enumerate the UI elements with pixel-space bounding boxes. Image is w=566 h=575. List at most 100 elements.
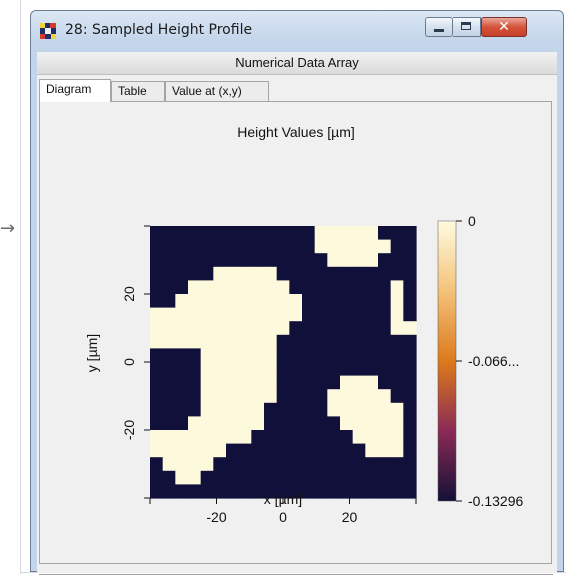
heatmap-cell xyxy=(365,430,379,445)
heatmap-cell xyxy=(200,484,214,499)
heatmap-cell xyxy=(175,266,189,281)
y-tick-label: -20 xyxy=(121,420,137,440)
heatmap-cell xyxy=(289,253,303,268)
maximize-icon xyxy=(461,22,471,30)
heatmap-cell xyxy=(264,430,278,445)
heatmap-cell xyxy=(276,253,290,268)
heatmap-cell xyxy=(175,389,189,404)
tab-diagram[interactable]: Diagram xyxy=(39,79,111,102)
window-title: 28: Sampled Height Profile xyxy=(65,22,253,38)
heatmap-cell xyxy=(302,321,316,336)
height-map-chart[interactable]: Height Values [µm] -20 0 20 20 0 -20 x [µm] y… xyxy=(40,102,551,563)
heatmap-cell xyxy=(352,457,366,472)
heatmap-cell xyxy=(352,362,366,377)
tab-diagram-label: Diagram xyxy=(46,82,92,96)
title-bar[interactable]: 28: Sampled Height Profile ✕ xyxy=(31,11,563,43)
heatmap-cell xyxy=(327,253,341,268)
heatmap-cell xyxy=(378,430,392,445)
heatmap-cell xyxy=(238,280,252,295)
heatmap-cell xyxy=(226,321,240,336)
heatmap-cell xyxy=(162,457,176,472)
heatmap-cell xyxy=(276,348,290,363)
heatmap-cell xyxy=(264,443,278,458)
heatmap-cell xyxy=(289,484,303,499)
close-icon: ✕ xyxy=(498,19,510,35)
heatmap-cell xyxy=(340,443,354,458)
tab-value-at-xy[interactable]: Value at (x,y) xyxy=(165,81,269,101)
heatmap-cell xyxy=(150,430,164,445)
heatmap-cell xyxy=(302,430,316,445)
heatmap-cell xyxy=(352,348,366,363)
heatmap-cell xyxy=(340,402,354,417)
heatmap-cell xyxy=(213,484,227,499)
heatmap-cell xyxy=(327,280,341,295)
heatmap-cell xyxy=(352,321,366,336)
heatmap-cell xyxy=(390,470,404,485)
heatmap-cell xyxy=(162,375,176,390)
heatmap-cell xyxy=(264,253,278,268)
minimize-button[interactable] xyxy=(425,17,453,37)
heatmap-cell xyxy=(264,321,278,336)
heatmap-cell xyxy=(226,470,240,485)
heatmap-cell xyxy=(213,362,227,377)
heatmap-cell xyxy=(200,253,214,268)
heatmap-cell xyxy=(238,239,252,254)
heatmap-cell xyxy=(251,389,265,404)
heatmap-cell xyxy=(289,416,303,431)
heatmap-cell xyxy=(175,348,189,363)
tab-table[interactable]: Table xyxy=(111,81,165,101)
heatmap-cell xyxy=(200,457,214,472)
heatmap-cell xyxy=(200,470,214,485)
heatmap-cell xyxy=(200,321,214,336)
heatmap-cell xyxy=(302,375,316,390)
heatmap-cell xyxy=(226,430,240,445)
heatmap-cell xyxy=(289,430,303,445)
heatmap-cell xyxy=(226,375,240,390)
heatmap-cell xyxy=(340,334,354,349)
heatmap-cell xyxy=(264,457,278,472)
heatmap-cell xyxy=(150,266,164,281)
heatmap-cell xyxy=(238,253,252,268)
heatmap-cell xyxy=(188,239,202,254)
heatmap-cell xyxy=(264,307,278,322)
heatmap-cell xyxy=(340,389,354,404)
heatmap-cell xyxy=(378,348,392,363)
maximize-button[interactable] xyxy=(453,17,481,37)
heatmap-cell xyxy=(302,416,316,431)
heatmap-cell xyxy=(175,457,189,472)
chart-axes: -20 0 20 20 0 -20 xyxy=(121,225,417,525)
y-tick-label: 20 xyxy=(121,286,137,302)
heatmap-cell xyxy=(390,389,404,404)
heatmap-cell xyxy=(188,457,202,472)
heatmap-cell xyxy=(188,416,202,431)
heatmap-cell xyxy=(365,239,379,254)
heatmap-cell xyxy=(162,334,176,349)
heatmap-cell xyxy=(378,226,392,241)
x-tick-label: -20 xyxy=(206,509,226,525)
heatmap-cell xyxy=(403,253,417,268)
heatmap-cell xyxy=(302,239,316,254)
heatmap-cell xyxy=(175,253,189,268)
heatmap-cell xyxy=(327,321,341,336)
heatmap-cell xyxy=(200,389,214,404)
heatmap-cell xyxy=(314,389,328,404)
heatmap-cell xyxy=(200,375,214,390)
heatmap-cell xyxy=(264,280,278,295)
heatmap-cell xyxy=(188,266,202,281)
heatmap-cell xyxy=(175,239,189,254)
heatmap-cell xyxy=(352,484,366,499)
heatmap-cell xyxy=(238,307,252,322)
heatmap-cell xyxy=(175,280,189,295)
heatmap-cell xyxy=(340,470,354,485)
heatmap-cell xyxy=(276,294,290,309)
heatmap-cell xyxy=(302,389,316,404)
heatmap-cell xyxy=(314,416,328,431)
heatmap-cell xyxy=(340,416,354,431)
heatmap-cell xyxy=(340,484,354,499)
heatmap-cell xyxy=(378,294,392,309)
heatmap-cell xyxy=(150,457,164,472)
x-tick-label: 20 xyxy=(342,509,358,525)
heatmap-cell xyxy=(162,416,176,431)
close-button[interactable]: ✕ xyxy=(481,17,527,37)
heatmap-cell xyxy=(200,280,214,295)
